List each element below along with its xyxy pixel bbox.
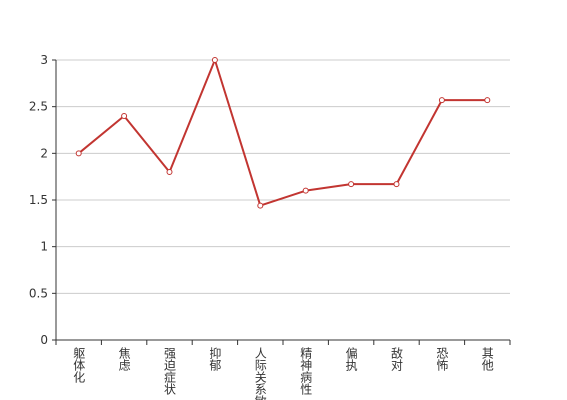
y-tick-label: 3 [40,53,48,67]
y-tick-label: 0 [40,333,48,347]
point [393,181,400,188]
y-tick-label: 1 [40,240,48,254]
x-tick-label: 恐怖 [435,347,449,371]
point [484,97,491,104]
point [438,97,445,104]
point [302,187,309,194]
line [78,59,488,207]
x-tick-label: 抑郁 [208,346,222,372]
point [348,181,355,188]
point [166,169,173,175]
point [211,57,218,63]
y-tick-label: 2.5 [29,100,48,114]
x-tick-label: 其他 [480,347,494,371]
y-tick-label: 0.5 [29,286,48,300]
y-tick-label: 1.5 [29,193,48,207]
x-tick-label: 人际关系敏感 [253,347,267,400]
x-tick-label: 强迫症状 [163,347,177,395]
point [257,202,264,209]
y-tick-label: 2 [40,146,48,160]
point [121,113,128,119]
x-tick-label: 焦虑 [117,347,131,371]
point [75,150,82,157]
x-tick-label: 偏执 [344,346,358,372]
x-tick-label: 躯体化 [72,346,86,384]
x-tick-label: 敌对 [390,346,404,371]
x-tick-label: 精神病性 [299,347,313,396]
